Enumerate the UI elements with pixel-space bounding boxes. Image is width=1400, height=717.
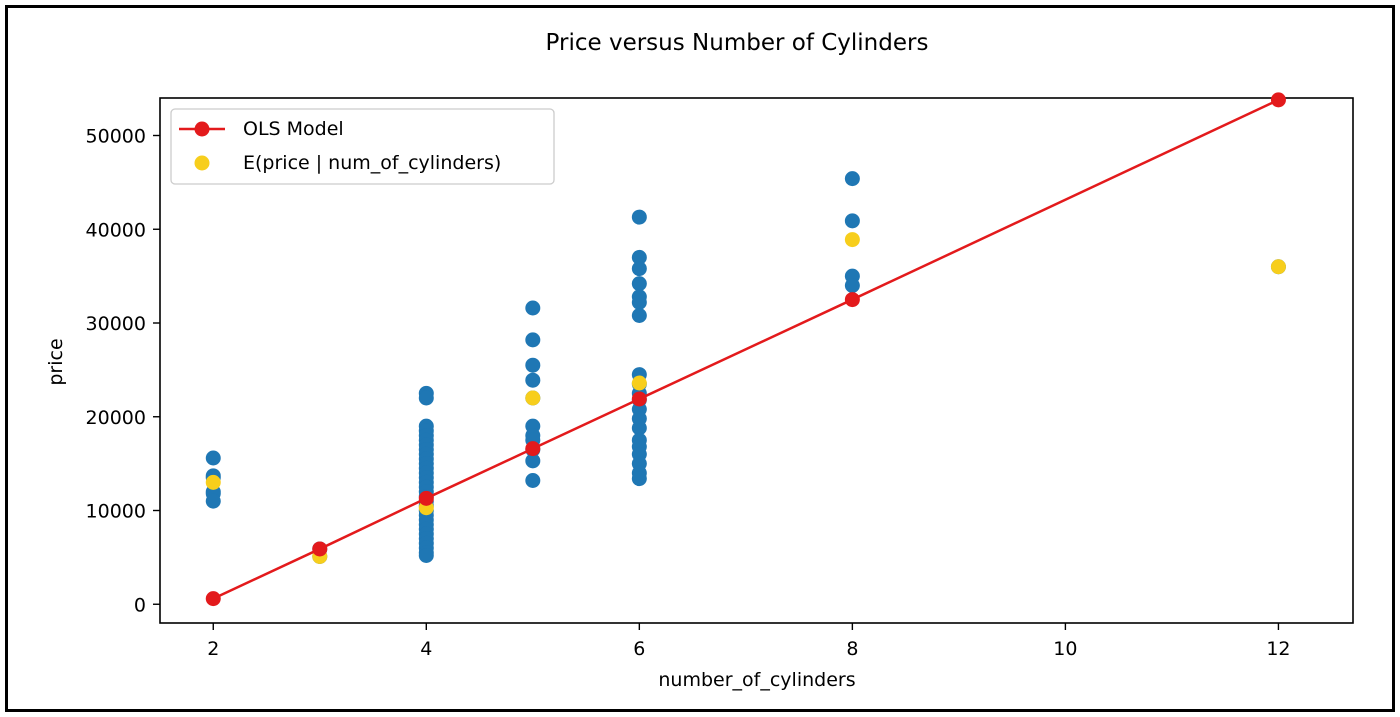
data-marks [205,92,1286,607]
observation-point [631,308,647,323]
ols-model-point [1270,92,1286,108]
x-axis: 2 4 6 8 10 12 [207,623,1291,660]
observation-point [631,294,647,310]
observation-point [525,300,541,316]
expected-price-point [631,375,647,391]
legend: OLS Model E(price | num_of_cylinders) [170,108,555,185]
y-tick-label: 10000 [86,501,146,523]
ols-model-point [418,490,434,506]
observation-point [205,450,221,466]
observation-point [844,171,860,187]
ols-model-point [844,292,860,308]
observation-point [418,548,434,563]
ols-model-point [205,591,221,607]
legend-swatch-expected-marker [194,155,210,171]
x-axis-label: number_of_cylinders [658,669,855,691]
expected-price-point [1270,259,1286,275]
observation-point [844,278,860,293]
x-tick-label: 10 [1053,638,1077,660]
legend-label-ols: OLS Model [243,118,344,140]
legend-swatch-ols-marker [194,121,210,137]
observation-point [631,276,647,292]
observation-point [631,249,647,265]
expected-price-point [844,232,860,248]
observation-point [418,390,434,406]
expected-price-point [525,390,541,406]
y-tick-label: 0 [134,594,146,616]
observation-point [631,209,647,225]
observation-point [631,261,647,277]
observation-point [844,213,860,229]
observation-point [525,332,541,348]
observation-point [525,372,541,388]
plot-area [159,97,1354,624]
x-tick-label: 8 [846,638,858,660]
expected-price-point [205,474,221,490]
observation-point [525,357,541,373]
chart-title: Price versus Number of Cylinders [546,30,929,56]
x-tick-label: 12 [1266,638,1290,660]
y-tick-label: 30000 [86,313,146,335]
y-axis: 0 10000 20000 30000 40000 50000 [86,126,160,616]
y-tick-label: 50000 [86,126,146,148]
legend-label-expected: E(price | num_of_cylinders) [243,152,501,174]
y-tick-label: 20000 [86,407,146,429]
legend-box [170,108,555,185]
observation-point [525,453,541,469]
ols-model-point [312,541,328,557]
y-axis-label: price [45,338,67,385]
ols-model-point [631,391,647,407]
observation-point [205,493,221,509]
observation-point [525,473,541,488]
x-tick-label: 6 [633,638,645,660]
x-tick-label: 4 [420,638,432,660]
ols-model-point [525,441,541,457]
observation-point [631,471,647,487]
y-tick-label: 40000 [86,219,146,241]
x-tick-label: 2 [207,638,219,660]
observation-point [631,420,647,436]
